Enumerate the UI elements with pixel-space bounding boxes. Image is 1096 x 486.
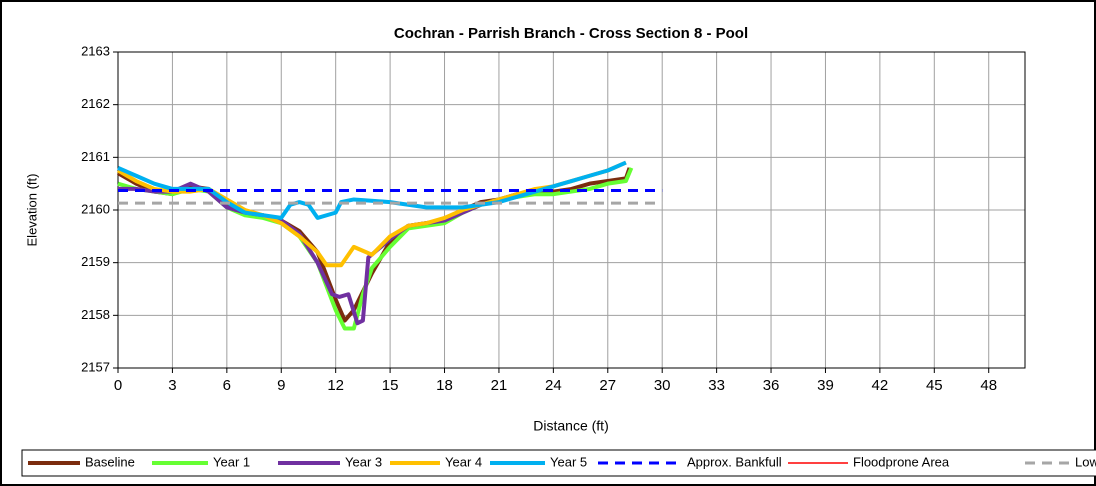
- plot-border: [117, 51, 1026, 369]
- y-tick-label: 2162: [81, 96, 110, 111]
- x-tick-label: 24: [545, 377, 562, 394]
- x-tick-label: 27: [599, 377, 616, 394]
- x-tick-label: 15: [382, 377, 399, 394]
- x-tick-label: 48: [980, 377, 997, 394]
- x-tick-label: 12: [327, 377, 344, 394]
- x-tick-label: 0: [114, 377, 122, 394]
- legend-label: Approx. Bankfull: [687, 454, 782, 469]
- legend-label: Low TOB: [1075, 454, 1096, 469]
- x-tick-label: 36: [763, 377, 780, 394]
- x-tick-label: 21: [491, 377, 508, 394]
- x-tick-label: 3: [168, 377, 176, 394]
- x-tick-label: 39: [817, 377, 834, 394]
- x-tick-label: 45: [926, 377, 943, 394]
- x-tick-label: 30: [654, 377, 671, 394]
- y-tick-label: 2160: [81, 201, 110, 216]
- y-tick-label: 2157: [81, 359, 110, 374]
- y-tick-label: 2158: [81, 307, 110, 322]
- x-tick-label: 33: [708, 377, 725, 394]
- y-axis-label: Elevation (ft): [24, 174, 39, 247]
- y-tick-label: 2163: [81, 43, 110, 58]
- x-tick-label: 9: [277, 377, 285, 394]
- x-tick-label: 6: [223, 377, 231, 394]
- x-axis-label: Distance (ft): [533, 418, 608, 434]
- y-tick-label: 2159: [81, 254, 110, 269]
- legend-label: Year 3: [345, 454, 382, 469]
- x-tick-label: 42: [872, 377, 889, 394]
- x-tick-label: 18: [436, 377, 453, 394]
- chart-title: Cochran - Parrish Branch - Cross Section…: [394, 25, 748, 42]
- legend-label: Year 4: [445, 454, 482, 469]
- series-line: [117, 160, 627, 220]
- legend-label: Year 1: [213, 454, 250, 469]
- legend-label: Year 5: [550, 454, 587, 469]
- legend-label: Floodprone Area: [853, 454, 950, 469]
- legend-label: Baseline: [85, 454, 135, 469]
- y-tick-label: 2161: [81, 149, 110, 164]
